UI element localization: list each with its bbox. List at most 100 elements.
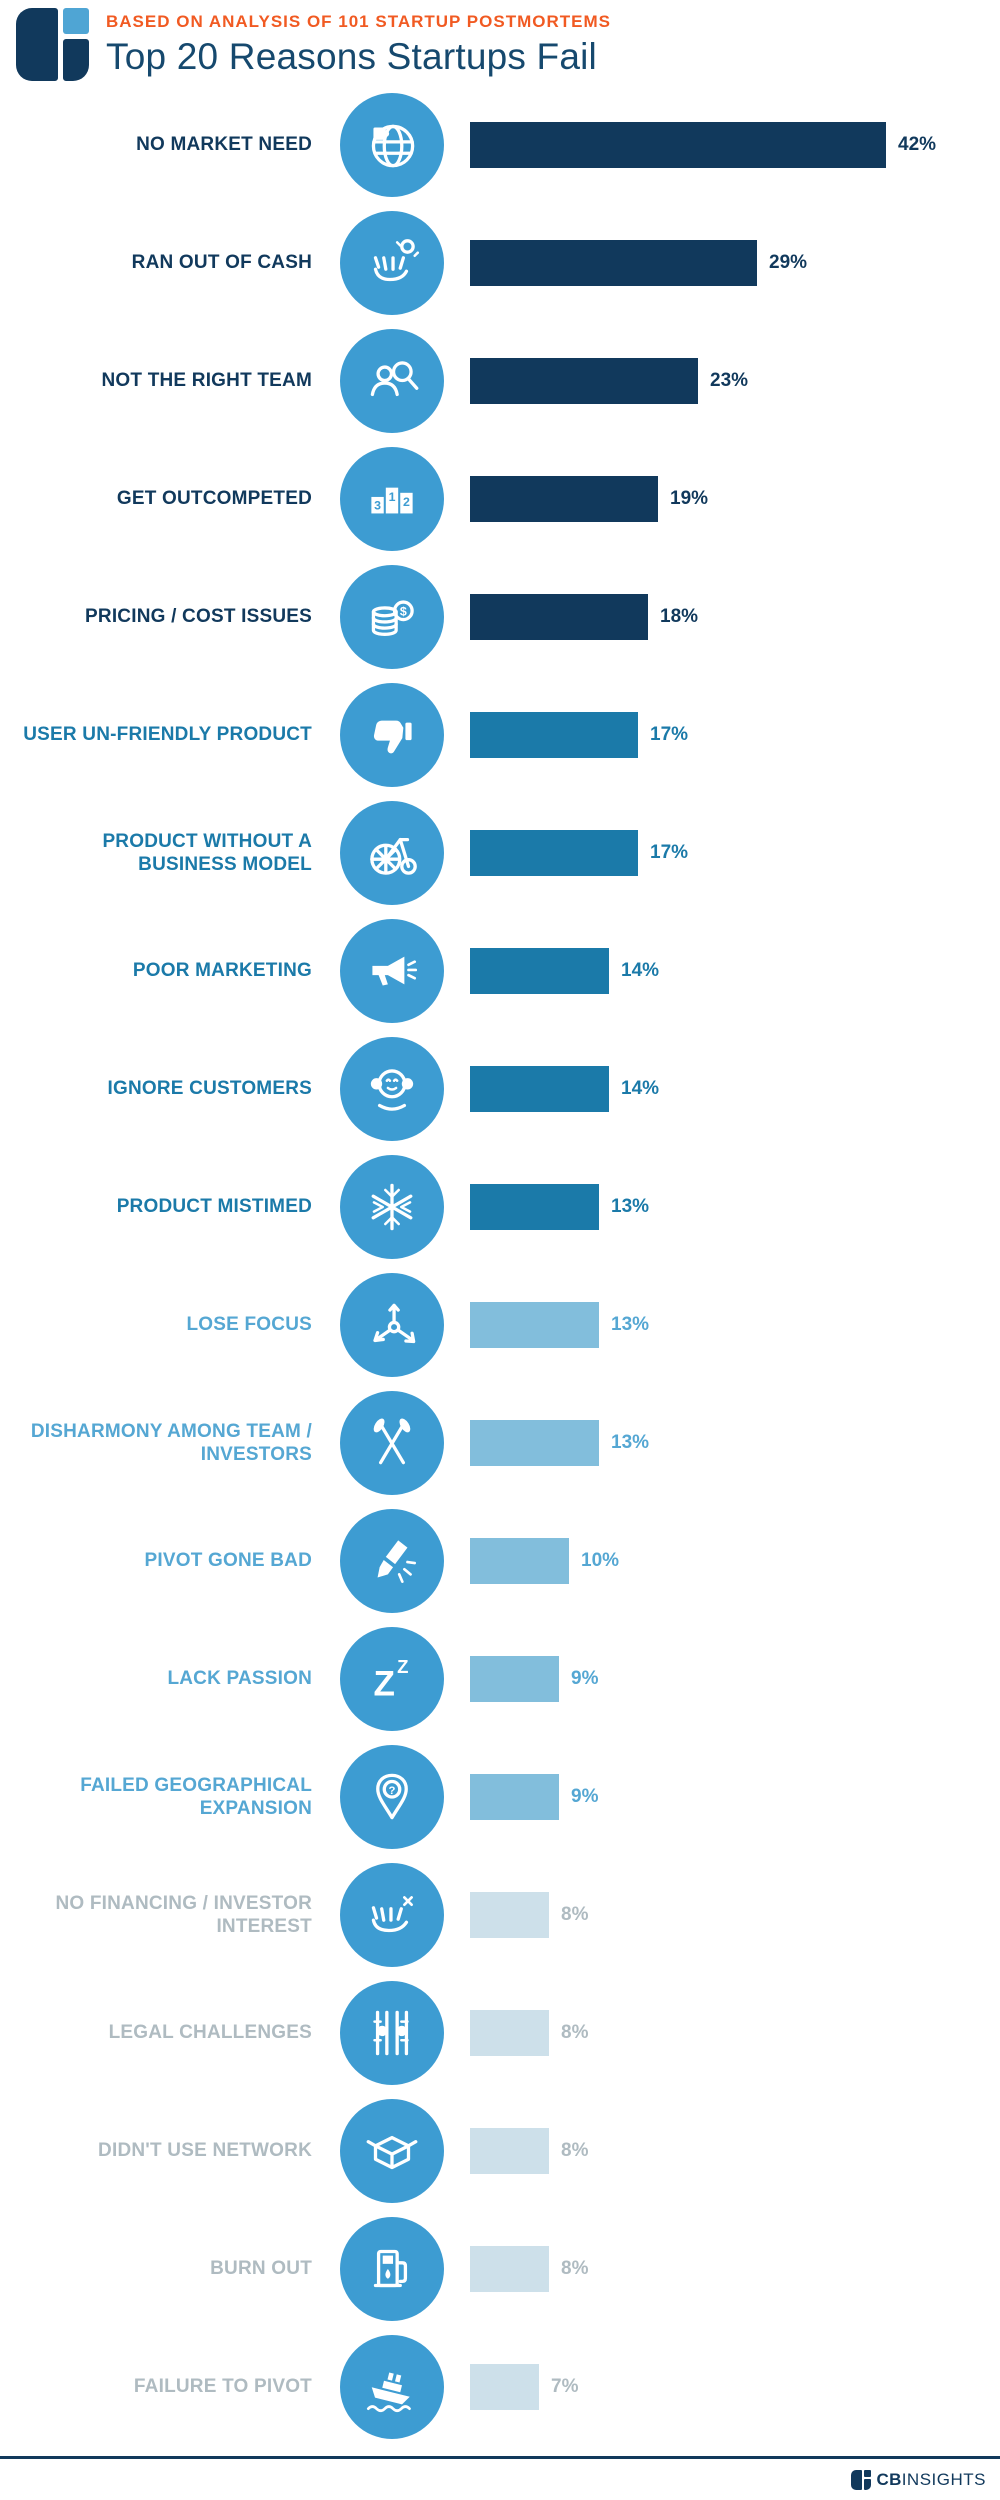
bar [470,1420,599,1466]
bar-value: 18% [660,606,699,627]
header: BASED ON ANALYSIS OF 101 STARTUP POSTMOR… [0,0,1000,86]
logo-block [863,2469,871,2477]
chart-row: DISHARMONY AMONG TEAM / INVESTORS 13% [0,1384,1000,1502]
bar-value: 19% [670,488,709,509]
bar-value: 7% [551,2376,579,2397]
bar-value: 8% [561,2022,589,2043]
bar-value: 17% [650,842,689,863]
row-label: NOT THE RIGHT TEAM [101,370,312,392]
team-search-icon [340,329,444,433]
row-label: GET OUTCOMPETED [116,488,312,510]
chart-row: POOR MARKETING 14% [0,912,1000,1030]
logo-block [850,2469,862,2490]
svg-text:1: 1 [389,490,396,504]
bar-value: 14% [621,960,660,981]
empty-hand-icon [340,1863,444,1967]
bar [470,1066,609,1112]
brand-name: CBINSIGHTS [877,2470,986,2490]
row-label: DIDN'T USE NETWORK [98,2140,312,2162]
bar [470,594,648,640]
empty-pocket-icon [340,211,444,315]
brand-name-light: INSIGHTS [901,2469,986,2489]
chart-row: PRODUCT WITHOUT A BUSINESS MODEL 17% [0,794,1000,912]
bar-value: 17% [650,724,689,745]
bar-zone: 17% [470,712,1000,758]
logo-block [16,8,58,81]
chart-row: IGNORE CUSTOMERS 14% [0,1030,1000,1148]
chart-row: PRICING / COST ISSUES $18% [0,558,1000,676]
bar [470,1774,559,1820]
row-label: NO FINANCING / INVESTOR INTEREST [55,1892,312,1937]
bar [470,2364,539,2410]
svg-text:$: $ [400,604,407,618]
bar-value: 42% [898,134,937,155]
svg-text:?: ? [389,1785,396,1797]
bar [470,830,638,876]
bar-zone: 14% [470,1066,1000,1112]
logo-block [863,2478,871,2490]
bar-value: 10% [581,1550,620,1571]
bar [470,2246,549,2292]
chart-row: FAILED GEOGRAPHICAL EXPANSION? 9% [0,1738,1000,1856]
chart-row: PIVOT GONE BAD 10% [0,1502,1000,1620]
chart-row: NOT THE RIGHT TEAM 23% [0,322,1000,440]
chart-row: NO FINANCING / INVESTOR INTEREST 8% [0,1856,1000,1974]
bar [470,476,658,522]
bar-value: 13% [611,1432,650,1453]
bar [470,1892,549,1938]
crossed-oars-icon [340,1391,444,1495]
bar [470,2128,549,2174]
prison-bars-icon [340,1981,444,2085]
bar [470,240,757,286]
bar-value: 13% [611,1314,650,1335]
thumbs-down-icon [340,683,444,787]
bar-value: 8% [561,2140,589,2161]
logo-block [63,8,89,34]
row-label: DISHARMONY AMONG TEAM / INVESTORS [30,1420,312,1465]
bar-zone: 17% [470,830,1000,876]
chart-row: USER UN-FRIENDLY PRODUCT 17% [0,676,1000,794]
bar [470,1184,599,1230]
bar-zone: 9% [470,1774,1000,1820]
bar [470,122,886,168]
bar-zone: 9% [470,1656,1000,1702]
bar-value: 8% [561,1904,589,1925]
bar-zone: 10% [470,1538,1000,1584]
bar-value: 9% [571,1668,599,1689]
svg-text:2: 2 [403,495,410,509]
chart-row: RAN OUT OF CASH 29% [0,204,1000,322]
bar [470,1656,559,1702]
header-text: BASED ON ANALYSIS OF 101 STARTUP POSTMOR… [106,8,611,78]
logo-block [63,39,89,81]
bar-value: 14% [621,1078,660,1099]
chart-row: LACK PASSION Z Z 9% [0,1620,1000,1738]
row-label: NO MARKET NEED [136,134,312,156]
chart-row: BURN OUT 8% [0,2210,1000,2328]
chart-row: DIDN'T USE NETWORK 8% [0,2092,1000,2210]
fuel-pump-icon [340,2217,444,2321]
bar-zone: 8% [470,2246,1000,2292]
chart-row: LOSE FOCUS 13% [0,1266,1000,1384]
svg-text:Z: Z [397,1656,408,1677]
row-label: FAILURE TO PIVOT [133,2376,312,2398]
row-label: POOR MARKETING [132,960,312,982]
row-label: PRODUCT MISTIMED [116,1196,312,1218]
monkey-ears-icon [340,1037,444,1141]
bar-zone: 8% [470,2010,1000,2056]
svg-text:Z: Z [373,1665,394,1704]
page-title: Top 20 Reasons Startups Fail [106,36,597,77]
open-box-icon [340,2099,444,2203]
bar [470,1302,599,1348]
bar-value: 9% [571,1786,599,1807]
bar [470,948,609,994]
map-pin-question-icon: ? [340,1745,444,1849]
bar-zone: 18% [470,594,1000,640]
bar-chart: NO MARKET NEED 42% RAN OUT OF CASH 29% NOT T… [0,86,1000,2446]
bar-zone: 8% [470,2128,1000,2174]
cbinsights-logo: CBINSIGHTS [850,2469,986,2490]
bar-zone: 29% [470,240,1000,286]
globe-puzzle-icon [340,93,444,197]
row-label: BURN OUT [210,2258,312,2280]
